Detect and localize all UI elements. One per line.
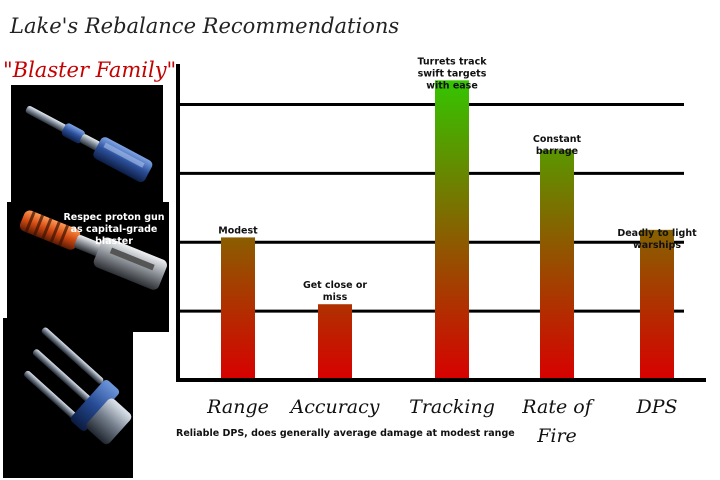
bar-accuracy bbox=[318, 304, 352, 380]
x-tick-label-1: Range bbox=[206, 396, 269, 418]
bar-tracking bbox=[435, 80, 469, 380]
family-label: "Blaster Family" bbox=[3, 58, 177, 82]
chart-note: Reliable DPS, does generally average dam… bbox=[176, 428, 515, 439]
bars bbox=[221, 80, 674, 380]
bar-label-1: Modest bbox=[218, 225, 258, 236]
chart-title: Lake's Rebalance Recommendations bbox=[10, 14, 400, 38]
proton-gun-image bbox=[7, 202, 169, 332]
bar-label-3: Turrets track swift targets with ease bbox=[417, 56, 487, 91]
bar-label-2: Get close or miss bbox=[303, 280, 367, 303]
bar-label-5: Deadly to light warships bbox=[617, 228, 697, 251]
blaster-cannon-image bbox=[11, 85, 163, 203]
bar-rate-of-fire bbox=[540, 149, 574, 380]
bar-range bbox=[221, 237, 255, 380]
proton-gun-caption: Respec proton gun as capital-grade blast… bbox=[63, 212, 165, 247]
x-tick-label-5: DPS bbox=[635, 396, 677, 418]
x-tick-label-2: Accuracy bbox=[288, 396, 379, 418]
bar-label-4: Constant barrage bbox=[533, 134, 582, 157]
x-tick-label-4: Rate of Fire bbox=[521, 396, 594, 447]
bar-dps bbox=[640, 229, 674, 380]
gridlines bbox=[180, 102, 684, 313]
triple-blaster-turret-image bbox=[3, 318, 133, 478]
x-tick-label-3: Tracking bbox=[409, 396, 495, 418]
